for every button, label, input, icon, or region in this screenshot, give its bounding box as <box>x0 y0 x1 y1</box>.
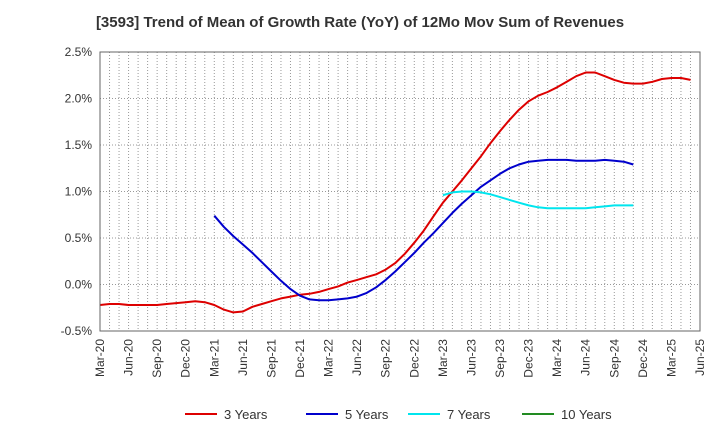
x-tick-label: Dec-20 <box>179 339 193 378</box>
x-tick-label: Jun-21 <box>236 339 250 376</box>
x-tick-label: Sep-24 <box>607 339 621 378</box>
y-tick-label: 1.5% <box>65 138 93 152</box>
plot-frame <box>99 51 701 332</box>
y-tick-label: -0.5% <box>61 324 93 338</box>
series-lines <box>99 71 691 314</box>
x-tick-label: Dec-22 <box>407 339 421 378</box>
x-tick-label: Dec-24 <box>636 339 650 378</box>
x-tick-label: Mar-24 <box>550 339 564 377</box>
x-tick-label: Jun-22 <box>350 339 364 376</box>
x-tick-label: Sep-22 <box>379 339 393 378</box>
chart-title: [3593] Trend of Mean of Growth Rate (YoY… <box>95 14 625 31</box>
x-tick-label: Mar-25 <box>664 339 678 377</box>
horizontal-gridlines <box>100 98 700 285</box>
x-tick-label: Sep-20 <box>150 339 164 378</box>
x-tick-label: Mar-20 <box>93 339 107 377</box>
x-tick-label: Jun-23 <box>464 339 478 376</box>
y-tick-label: 0.0% <box>65 278 93 292</box>
series-line-3-years <box>99 71 691 314</box>
x-tick-label: Jun-20 <box>122 339 136 376</box>
x-tick-label: Mar-22 <box>322 339 336 377</box>
y-tick-label: 1.0% <box>65 185 93 199</box>
x-tick-label: Jun-25 <box>693 339 707 376</box>
x-tick-label: Mar-21 <box>207 339 221 377</box>
legend-label: 3 Years <box>224 407 268 422</box>
x-tick-label: Dec-23 <box>522 339 536 378</box>
x-axis-ticks: Mar-20 Jun-20 Sep-20 Dec-20 Mar-21 Jun-21 Sep-… <box>93 339 707 378</box>
legend-label: 5 Years <box>345 407 389 422</box>
x-tick-label: Sep-21 <box>264 339 278 378</box>
y-tick-label: 2.0% <box>65 92 93 106</box>
series-line-5-years <box>213 158 634 302</box>
series-line-7-years <box>442 190 634 210</box>
x-tick-label: Jun-24 <box>579 339 593 376</box>
y-tick-label: 2.5% <box>65 45 93 59</box>
legend-label: 7 Years <box>447 407 491 422</box>
legend-label: 10 Years <box>561 407 612 422</box>
y-tick-label: 0.5% <box>65 231 93 245</box>
y-axis-ticks: 2.5% 2.0% 1.5% 1.0% 0.5% 0.0% -0.5% <box>61 45 93 338</box>
x-tick-label: Dec-21 <box>293 339 307 378</box>
x-tick-label: Mar-23 <box>436 339 450 377</box>
legend: 3 Years 5 Years 7 Years 10 Years <box>185 407 612 422</box>
x-tick-label: Sep-23 <box>493 339 507 378</box>
